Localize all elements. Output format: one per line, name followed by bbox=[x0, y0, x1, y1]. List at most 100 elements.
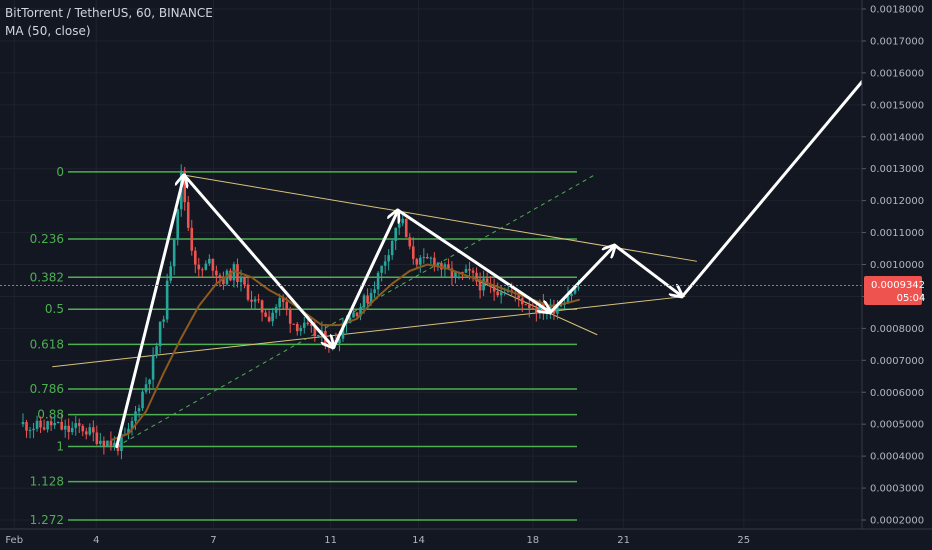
y-tick-label: 0.0017000 bbox=[870, 36, 924, 47]
candle-body bbox=[295, 324, 299, 332]
candle-body bbox=[84, 431, 88, 435]
price-axis-background bbox=[862, 0, 932, 550]
candle-body bbox=[211, 258, 215, 271]
candle-body bbox=[74, 423, 78, 428]
candle-body bbox=[468, 269, 471, 271]
pattern-arrow bbox=[613, 243, 682, 296]
x-tick-label: 25 bbox=[737, 535, 750, 546]
candle-body bbox=[390, 240, 394, 256]
candle-body bbox=[492, 286, 496, 292]
candle-body bbox=[46, 421, 49, 430]
candle-body bbox=[531, 308, 535, 310]
candle-body bbox=[464, 269, 468, 273]
ma-line bbox=[110, 263, 580, 442]
y-tick-label: 0.0008000 bbox=[870, 324, 924, 335]
candle-body bbox=[81, 425, 85, 432]
candle-body bbox=[102, 440, 106, 447]
candle-body bbox=[461, 272, 464, 274]
x-tick-label: 14 bbox=[412, 535, 425, 546]
candle-body bbox=[408, 237, 412, 247]
candle-body bbox=[208, 258, 211, 264]
fib-level-label: 0.5 bbox=[45, 302, 64, 316]
candle-body bbox=[186, 202, 190, 228]
candle-body bbox=[113, 442, 116, 447]
candle-body bbox=[134, 411, 137, 422]
candle-body bbox=[524, 304, 528, 306]
y-tick-label: 0.0018000 bbox=[870, 5, 924, 16]
pattern-arrow bbox=[396, 208, 550, 312]
candle-body bbox=[577, 287, 580, 289]
fib-level-label: 1 bbox=[56, 440, 64, 454]
fib-level-label: 0.88 bbox=[37, 408, 64, 422]
candle-body bbox=[21, 422, 25, 425]
candle-body bbox=[70, 427, 74, 433]
candle-body bbox=[383, 261, 387, 266]
candle-body bbox=[246, 284, 250, 300]
candle-body bbox=[130, 421, 134, 429]
candle-body bbox=[201, 269, 204, 271]
y-tick-label: 0.0015000 bbox=[870, 100, 924, 111]
candle-body bbox=[92, 427, 95, 433]
x-tick-label: 4 bbox=[93, 535, 99, 546]
indicator-label[interactable]: MA (50, close) bbox=[5, 24, 91, 38]
candle-body bbox=[267, 316, 271, 322]
candle-body bbox=[355, 312, 359, 317]
candle-body bbox=[482, 278, 485, 291]
fib-level-label: 0.618 bbox=[30, 337, 64, 351]
y-tick-label: 0.0005000 bbox=[870, 420, 924, 431]
candle-body bbox=[106, 440, 109, 447]
candle-body bbox=[155, 346, 158, 356]
y-tick-label: 0.0016000 bbox=[870, 68, 924, 79]
candle-body bbox=[317, 335, 320, 337]
x-tick-label: 18 bbox=[526, 535, 539, 546]
candle-body bbox=[429, 257, 433, 259]
candle-body bbox=[397, 223, 401, 228]
candle-body bbox=[366, 295, 369, 304]
candle-body bbox=[162, 319, 165, 322]
y-tick-label: 0.0006000 bbox=[870, 388, 924, 399]
price-tag-countdown: 05:04 bbox=[897, 293, 926, 304]
candle-body bbox=[35, 420, 39, 429]
y-tick-label: 0.0012000 bbox=[870, 196, 924, 207]
y-tick-label: 0.0002000 bbox=[870, 516, 924, 527]
candle-body bbox=[278, 298, 281, 307]
candle-body bbox=[225, 270, 229, 285]
candle-body bbox=[127, 428, 130, 434]
x-tick-label: 21 bbox=[617, 535, 630, 546]
pattern-arrow bbox=[548, 245, 614, 314]
candle-body bbox=[499, 292, 503, 296]
candle-body bbox=[404, 218, 408, 238]
candle-body bbox=[566, 295, 570, 304]
time-axis[interactable]: Feb 4 7 11 14 18 21 25 bbox=[5, 535, 750, 546]
fib-level-label: 1.128 bbox=[30, 475, 64, 489]
fib-level-label: 0.786 bbox=[30, 382, 64, 396]
candle-body bbox=[204, 263, 208, 270]
candle-body bbox=[176, 209, 180, 240]
candle-body bbox=[359, 307, 362, 317]
candle-body bbox=[306, 322, 310, 324]
candle-body bbox=[394, 227, 397, 241]
x-tick-label: 7 bbox=[210, 535, 216, 546]
y-tick-label: 0.0007000 bbox=[870, 356, 924, 367]
candle-body bbox=[327, 346, 331, 348]
candle-body bbox=[193, 250, 197, 265]
price-tag: 0.0009342 05:04 bbox=[864, 276, 925, 305]
candle-body bbox=[25, 422, 28, 431]
candle-body bbox=[436, 263, 440, 266]
pattern-arrow bbox=[115, 175, 184, 449]
candle-body bbox=[243, 276, 246, 285]
candle-body bbox=[56, 421, 60, 423]
candle-body bbox=[151, 355, 155, 380]
candle-body bbox=[415, 258, 419, 265]
y-tick-label: 0.0004000 bbox=[870, 452, 924, 463]
candle-body bbox=[454, 272, 457, 278]
candle-body bbox=[573, 287, 577, 294]
candle-body bbox=[310, 323, 313, 326]
candle-body bbox=[338, 338, 341, 344]
pattern-arrows bbox=[115, 41, 896, 449]
candle-body bbox=[271, 312, 274, 322]
candle-body bbox=[222, 277, 225, 285]
candle-body bbox=[373, 289, 376, 293]
candle-body bbox=[475, 272, 478, 282]
